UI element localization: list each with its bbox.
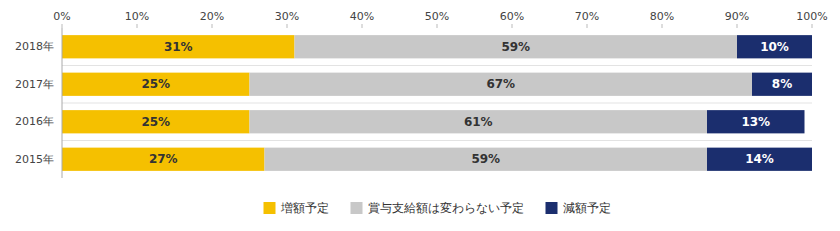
legend-swatch [264, 202, 276, 214]
bar-segment [752, 73, 812, 96]
x-tick [362, 24, 363, 28]
row-separator [62, 103, 812, 104]
data-label: 31% [164, 40, 193, 54]
legend-item: 増額予定 [264, 201, 329, 215]
data-label: 10% [760, 40, 789, 54]
bar-segment [62, 110, 250, 133]
x-tick [437, 24, 438, 28]
legend-swatch [546, 202, 558, 214]
data-label: 59% [501, 40, 530, 54]
x-tick-label: 80% [650, 10, 674, 23]
x-tick [587, 24, 588, 28]
data-label: 14% [745, 152, 774, 166]
row-separator [62, 140, 812, 141]
x-tick [512, 24, 513, 28]
legend-swatch [351, 202, 363, 214]
legend-label: 賞与支給額は変わらない予定 [368, 201, 524, 215]
x-tick [287, 24, 288, 28]
data-label: 59% [471, 152, 500, 166]
bar-segment [62, 73, 250, 96]
bar-segment [250, 110, 708, 133]
y-tick-label: 2017年 [15, 78, 54, 91]
x-tick [812, 24, 813, 28]
x-tick-label: 70% [575, 10, 599, 23]
data-label: 13% [741, 115, 770, 129]
x-tick [212, 24, 213, 28]
x-tick-label: 100% [796, 10, 827, 23]
bar-segment [265, 148, 708, 171]
data-label: 27% [149, 152, 178, 166]
data-label: 25% [141, 115, 170, 129]
x-tick-label: 50% [425, 10, 449, 23]
row-separator [62, 65, 812, 66]
x-tick-label: 30% [275, 10, 299, 23]
data-labels: 31% 25% 25% 27% 59% 67% 61% 59% 10% 8% 13% 14% [141, 40, 792, 167]
data-label: 67% [486, 77, 515, 91]
y-axis: 2018年 2017年 2016年 2015年 [15, 40, 54, 166]
data-label: 25% [141, 77, 170, 91]
data-label: 8% [772, 77, 792, 91]
x-tick-label: 60% [500, 10, 524, 23]
y-tick-label: 2016年 [15, 115, 54, 128]
legend: 増額予定 賞与支給額は変わらない予定 減額予定 [264, 201, 611, 215]
legend-item: 賞与支給額は変わらない予定 [351, 201, 524, 215]
x-axis: 0% 10% 20% 30% 40% 50% 60% 70% 80% 90% 100% [53, 10, 827, 28]
bar-segment [62, 35, 295, 58]
x-tick [737, 24, 738, 28]
x-tick-label: 0% [53, 10, 70, 23]
bars [62, 35, 812, 171]
legend-item: 減額予定 [546, 201, 611, 215]
bar-segment [295, 35, 738, 58]
y-tick-label: 2015年 [15, 153, 54, 166]
x-tick-label: 20% [200, 10, 224, 23]
data-label: 61% [464, 115, 493, 129]
y-axis-line [62, 28, 63, 178]
bar-segment [707, 110, 805, 133]
bar-segment [250, 73, 753, 96]
x-tick [137, 24, 138, 28]
legend-label: 増額予定 [280, 201, 329, 215]
bar-segment [62, 148, 265, 171]
legend-label: 減額予定 [563, 201, 611, 215]
bar-segment [737, 35, 812, 58]
x-tick-label: 40% [350, 10, 374, 23]
x-tick-label: 90% [725, 10, 749, 23]
x-tick-label: 10% [125, 10, 149, 23]
y-tick-label: 2018年 [15, 40, 54, 53]
x-tick [662, 24, 663, 28]
x-tick [62, 24, 63, 28]
bar-segment [707, 148, 812, 171]
chart: 0% 10% 20% 30% 40% 50% 60% 70% 80% 90% 100% 31% 25% 2… [0, 0, 840, 231]
